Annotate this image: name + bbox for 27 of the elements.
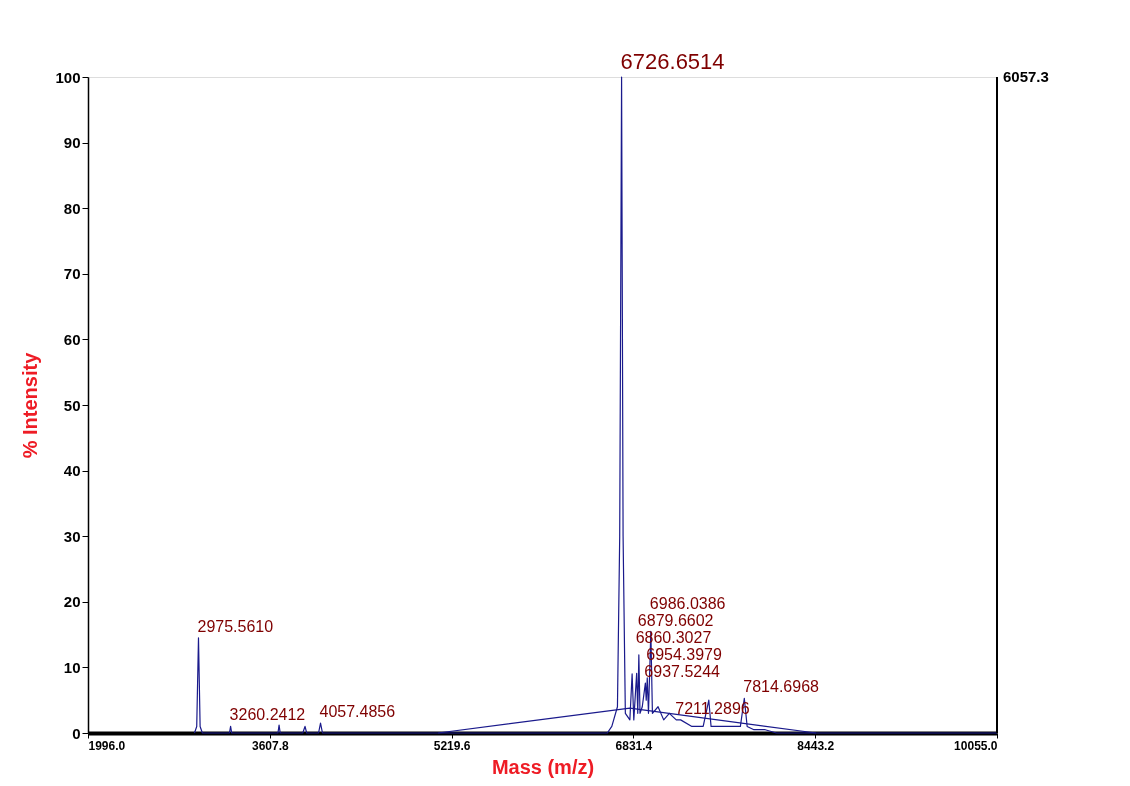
- y-tick-label: 0: [72, 724, 81, 742]
- y-axis-title: % Intensity: [19, 351, 42, 459]
- y-tick-label: 50: [63, 396, 81, 414]
- y-tick-label: 60: [63, 330, 81, 348]
- x-tick-label: 5219.6: [433, 738, 471, 753]
- annotation: 6879.6602: [637, 612, 714, 630]
- annotation: 3260.2412: [229, 706, 306, 724]
- annotation: 6726.6514: [620, 49, 725, 74]
- x-axis-title: Mass (m/z): [491, 755, 595, 778]
- x-tick-label: 1996.0: [88, 738, 126, 753]
- y-tick-label: 80: [63, 199, 81, 217]
- y-tick-label: 70: [63, 265, 81, 283]
- y-tick-label: 30: [63, 527, 81, 545]
- annotation: 7814.6968: [743, 678, 820, 696]
- y-tick-label: 100: [55, 68, 81, 86]
- x-tick-label: 3607.8: [251, 738, 289, 753]
- y-tick-label: 20: [63, 593, 81, 611]
- x-tick-label: 10055.0: [954, 738, 998, 753]
- annotation: 2975.5610: [197, 617, 274, 635]
- x-tick-label: 6831.4: [615, 738, 653, 753]
- y-tick-label: 90: [63, 134, 81, 152]
- annotation: 6986.0386: [649, 595, 726, 613]
- y-tick-label: 10: [63, 658, 81, 676]
- annotation: 4057.4856: [319, 703, 396, 721]
- x-tick-label: 8443.2: [797, 738, 835, 753]
- y-tick-label: 40: [63, 462, 81, 480]
- text: 6057.3: [1003, 68, 1049, 85]
